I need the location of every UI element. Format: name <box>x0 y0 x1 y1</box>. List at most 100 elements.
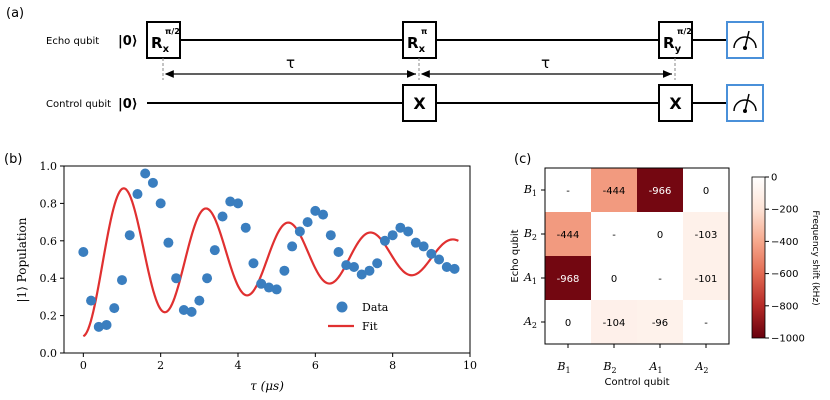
data-point <box>78 247 89 258</box>
y-tick-label: 1.0 <box>40 160 58 173</box>
heatmap-cell <box>683 212 729 256</box>
echo-gate-3-sup: π/2 <box>677 27 692 36</box>
echo-meter-icon <box>726 21 764 59</box>
x-tick-label: 2 <box>157 359 164 372</box>
legend-data-label: Data <box>362 301 389 314</box>
tau-label-1: τ <box>286 54 295 72</box>
heatmap-cell <box>637 300 683 344</box>
heatmap-y-tick-label: B2 <box>523 227 537 242</box>
heatmap-y-tick-label: B1 <box>523 183 537 198</box>
data-point <box>256 278 267 289</box>
data-point <box>132 189 143 200</box>
data-point <box>186 306 197 317</box>
data-point <box>325 230 336 241</box>
heatmap-cell <box>545 212 591 256</box>
data-point <box>117 275 127 286</box>
y-tick-label: 0.6 <box>40 235 58 248</box>
heatmap-cell <box>591 300 637 344</box>
control-gate-2: X <box>658 84 693 122</box>
echo-ket: |0⟩ <box>118 34 138 49</box>
plot-b-ticks: 0 2 4 6 8 10 0.0 0.2 0.4 0.6 0.8 1.0 <box>40 160 478 372</box>
heatmap-cell <box>637 212 683 256</box>
echo-gate-2-sub: x <box>419 44 426 55</box>
data-point <box>418 241 429 252</box>
colorbar-tick-label: −1000 <box>771 334 805 345</box>
data-point <box>434 254 445 265</box>
panel-b: (b) 0 2 4 6 8 10 0.0 0.2 0.4 0.6 0.8 1.0 τ (μs) |1⟩… <box>4 152 477 393</box>
data-point <box>395 222 406 233</box>
data-point <box>387 230 398 241</box>
colorbar <box>751 176 766 339</box>
data-point <box>356 269 367 280</box>
colorbar-tick-label: 0 <box>771 173 777 184</box>
heatmap-cell-value: 0 <box>611 274 617 285</box>
data-point <box>217 211 228 222</box>
data-point <box>140 168 151 179</box>
data-point <box>248 258 259 269</box>
echo-gate-2: Rx π <box>402 21 437 59</box>
svg-text:Ry: Ry <box>663 34 682 55</box>
echo-gate-3: Ry π/2 <box>658 21 693 59</box>
panel-a-label: (a) <box>6 6 24 21</box>
data-point <box>93 321 104 332</box>
control-gate-1-label: X <box>413 94 426 113</box>
data-point <box>441 261 452 272</box>
heatmap-cells: - -444 -966 0 -444 - 0 -103 -968 0 - -101 0 -104 -96 - <box>545 168 729 344</box>
data-point <box>364 265 375 276</box>
data-point <box>379 235 390 246</box>
legend-data-marker <box>336 301 348 313</box>
y-tick-label: 0.4 <box>40 272 58 285</box>
heatmap-cell-value: -96 <box>652 318 668 329</box>
plot-b-ylabel: |1⟩ Population <box>15 217 29 302</box>
data-point <box>279 265 290 276</box>
svg-text:Rx: Rx <box>151 34 170 55</box>
heatmap-cell-value: 0 <box>703 186 709 197</box>
heatmap-cell-value: -444 <box>603 186 626 197</box>
echo-gate-1-sub: x <box>163 44 170 55</box>
x-tick-label: 6 <box>312 359 319 372</box>
plot-b-legend: Data Fit <box>328 301 389 333</box>
heatmap-cell <box>683 300 729 344</box>
data-point <box>294 226 305 237</box>
heatmap-x-tick-label: B1 <box>556 360 570 375</box>
tau-label-2: τ <box>541 54 550 72</box>
data-point <box>403 226 414 237</box>
heatmap-y-tick-label: A1 <box>523 271 537 286</box>
heatmap-cell <box>683 168 729 212</box>
heatmap-cell-value: 0 <box>657 230 663 241</box>
plot-b-xlabel: τ (μs) <box>250 379 284 393</box>
data-point <box>263 282 274 293</box>
data-point <box>302 217 313 228</box>
data-point <box>349 261 359 272</box>
x-tick-label: 10 <box>463 359 477 372</box>
data-point <box>233 198 243 209</box>
heatmap-cell-value: - <box>704 318 708 329</box>
data-point <box>155 198 166 209</box>
x-tick-label: 8 <box>389 359 396 372</box>
heatmap-cell-value: - <box>566 186 570 197</box>
echo-gate-3-base: R <box>663 34 675 52</box>
x-tick-label: 4 <box>235 359 242 372</box>
heatmap-cell <box>591 168 637 212</box>
data-point <box>310 205 321 216</box>
y-tick-label: 0.0 <box>40 347 58 360</box>
y-tick-label: 0.8 <box>40 197 58 210</box>
data-point <box>194 295 205 306</box>
heatmap-cell <box>683 256 729 300</box>
heatmap-cell-value: - <box>658 274 662 285</box>
heatmap-cell <box>591 256 637 300</box>
heatmap-cell-value: -444 <box>557 230 580 241</box>
echo-gate-1-base: R <box>151 34 163 52</box>
echo-gate-1: Rx π/2 <box>146 21 181 59</box>
heatmap-cell-value: -101 <box>695 274 718 285</box>
data-point <box>271 284 282 295</box>
panel-b-label: (b) <box>4 152 22 167</box>
echo-gate-1-sup: π/2 <box>165 27 180 36</box>
heatmap-y-tick-label: A2 <box>523 315 537 330</box>
data-point <box>426 248 437 259</box>
data-point <box>318 209 329 220</box>
echo-gate-2-base: R <box>407 34 419 52</box>
data-point <box>372 258 383 269</box>
heatmap-cell <box>545 300 591 344</box>
